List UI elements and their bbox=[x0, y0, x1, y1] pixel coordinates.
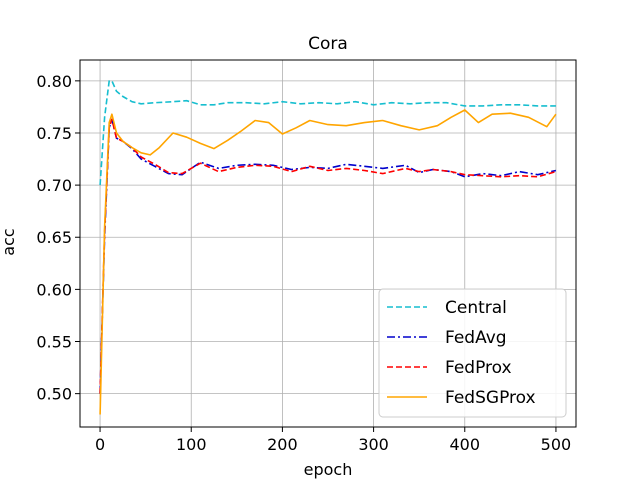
series-line-fedprox bbox=[99, 118, 557, 394]
legend-label: FedAvg bbox=[445, 328, 507, 348]
legend-label: FedProx bbox=[445, 358, 512, 378]
x-tick-label: 500 bbox=[541, 435, 572, 454]
y-tick-label: 0.70 bbox=[36, 176, 72, 195]
x-tick-label: 100 bbox=[176, 435, 207, 454]
plot-frame bbox=[79, 59, 577, 428]
x-tick-label: 400 bbox=[449, 435, 480, 454]
x-tick-label: 200 bbox=[267, 435, 298, 454]
series-line-central bbox=[99, 80, 556, 186]
x-tick-label: 0 bbox=[95, 435, 105, 454]
y-tick-label: 0.65 bbox=[36, 228, 72, 247]
y-tick-label: 0.55 bbox=[36, 333, 72, 352]
chart-title: Cora bbox=[308, 34, 348, 54]
series-lines bbox=[99, 80, 557, 415]
x-axis-ticks: 0 100 200 300 400 500 bbox=[95, 427, 571, 454]
y-tick-label: 0.80 bbox=[36, 72, 72, 91]
y-axis-title: acc bbox=[0, 228, 18, 255]
x-tick-label: 300 bbox=[358, 435, 389, 454]
series-line-fedsgprox bbox=[99, 109, 557, 415]
legend-box bbox=[378, 288, 567, 418]
grid-lines bbox=[80, 60, 576, 427]
y-tick-label: 0.50 bbox=[36, 385, 72, 404]
y-axis-ticks: 0.50 0.55 0.60 0.65 0.70 0.75 0.80 bbox=[36, 72, 80, 404]
x-axis-title: epoch bbox=[304, 460, 353, 479]
y-tick-label: 0.75 bbox=[36, 124, 72, 143]
legend-label: Central bbox=[445, 298, 507, 318]
legend-label: FedSGProx bbox=[445, 388, 536, 408]
legend: Central FedAvg FedProx FedSGProx bbox=[378, 288, 567, 418]
series-line-fedavg bbox=[99, 118, 557, 394]
y-tick-label: 0.60 bbox=[36, 280, 72, 299]
